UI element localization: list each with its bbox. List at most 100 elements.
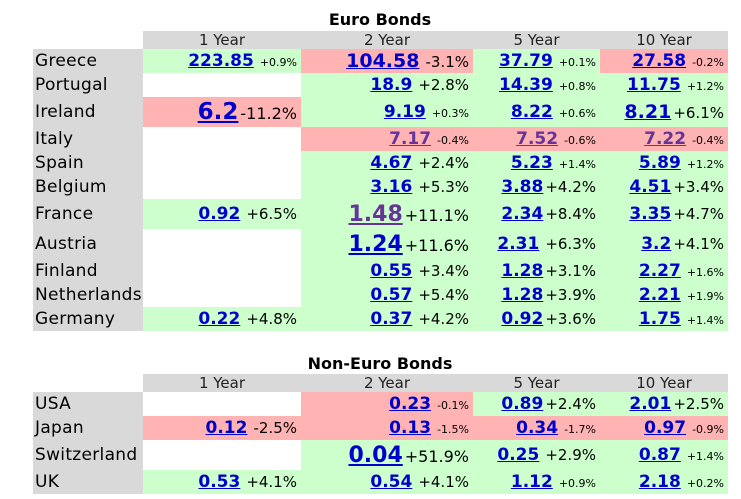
country-label: Netherlands <box>33 283 143 307</box>
yield-cell: 1.48 +11.1% <box>301 199 473 229</box>
yield-link[interactable]: 0.04 <box>348 442 403 468</box>
yield-link[interactable]: 5.89 <box>638 153 681 173</box>
yield-cell: 0.34 -1.7% <box>473 416 600 440</box>
yield-cell-content: 0.22 +4.8% <box>143 309 301 329</box>
yield-link[interactable]: 11.75 <box>627 75 681 95</box>
yield-change: +6.5% <box>246 205 297 223</box>
yield-link[interactable]: 2.34 <box>501 204 544 224</box>
yield-link[interactable]: 3.35 <box>629 204 672 224</box>
yield-cell-content: 0.53 +4.1% <box>143 472 301 492</box>
column-header-10-year: 10 Year <box>600 374 728 392</box>
yield-cell-content: 1.28 +3.1% <box>473 261 600 281</box>
bond-row-ireland: Ireland 6.2 -11.2% 9.19 +0.3% 8.22 +0.6% 8.21 +6… <box>33 97 728 127</box>
yield-link[interactable]: 2.21 <box>638 285 681 305</box>
yield-cell-content: 104.58 -3.1% <box>301 50 473 72</box>
yield-cell-content: 8.22 +0.6% <box>473 102 600 122</box>
yield-cell-content: 0.89 +2.4% <box>473 394 600 414</box>
bond-row-germany: Germany 0.22 +4.8% 0.37 +4.2% 0.92 +3.6% 1.75 +1… <box>33 307 728 331</box>
yield-link[interactable]: 2.31 <box>497 234 540 254</box>
yield-link[interactable]: 8.22 <box>510 102 553 122</box>
yield-change: -11.2% <box>240 104 297 123</box>
yield-cell: 0.25 +2.9% <box>473 440 600 470</box>
yield-cell-content: 0.13 -1.5% <box>301 418 473 438</box>
yield-link[interactable]: 1.28 <box>501 285 544 305</box>
yield-link[interactable]: 0.34 <box>516 418 559 438</box>
yield-link[interactable]: 14.39 <box>499 75 553 95</box>
column-header-2-year: 2 Year <box>301 31 473 49</box>
yield-link[interactable]: 104.58 <box>346 50 420 72</box>
yield-link[interactable]: 0.13 <box>389 418 432 438</box>
yield-change: +0.8% <box>558 80 596 93</box>
yield-cell-content: 1.28 +3.9% <box>473 285 600 305</box>
yield-link[interactable]: 0.53 <box>198 472 241 492</box>
yield-link[interactable]: 3.88 <box>501 177 544 197</box>
yield-link[interactable]: 0.12 <box>205 418 248 438</box>
yield-link[interactable]: 0.92 <box>198 204 241 224</box>
yield-link[interactable]: 0.54 <box>370 472 413 492</box>
yield-link[interactable]: 9.19 <box>383 102 426 122</box>
yield-link[interactable]: 18.9 <box>370 75 413 95</box>
yield-cell: 1.28 +3.1% <box>473 259 600 283</box>
yield-cell: 5.89 +1.2% <box>600 151 728 175</box>
empty-cell <box>143 127 301 151</box>
yield-link[interactable]: 0.97 <box>644 418 687 438</box>
yield-link[interactable]: 0.57 <box>370 285 413 305</box>
yield-link[interactable]: 1.28 <box>501 261 544 281</box>
yield-link[interactable]: 4.67 <box>370 153 413 173</box>
yield-link[interactable]: 2.18 <box>638 472 681 492</box>
yield-link[interactable]: 1.48 <box>348 201 403 227</box>
yield-link[interactable]: 27.58 <box>632 51 687 71</box>
yield-change: +2.4% <box>418 154 469 172</box>
yield-change: -0.2% <box>692 56 724 69</box>
yield-cell: 9.19 +0.3% <box>301 97 473 127</box>
bond-row-usa: USA 0.23 -0.1% 0.89 +2.4% 2.01 +2.5% <box>33 392 728 416</box>
yield-cell-content: 3.2 +4.1% <box>600 234 728 254</box>
yield-link[interactable]: 7.52 <box>516 129 559 149</box>
yield-link[interactable]: 3.2 <box>641 234 672 254</box>
yield-link[interactable]: 223.85 <box>188 51 254 71</box>
yield-link[interactable]: 7.17 <box>389 129 432 149</box>
yield-link[interactable]: 3.16 <box>370 177 413 197</box>
yield-link[interactable]: 0.22 <box>198 309 241 329</box>
yield-link[interactable]: 0.89 <box>501 394 544 414</box>
yield-cell: 0.37 +4.2% <box>301 307 473 331</box>
yield-cell: 11.75 +1.2% <box>600 73 728 97</box>
yield-change: +6.1% <box>673 104 724 122</box>
yield-cell: 0.53 +4.1% <box>143 470 301 494</box>
yield-cell-content: 1.24 +11.6% <box>301 232 473 257</box>
yield-link[interactable]: 6.2 <box>197 99 239 125</box>
bond-row-uk: UK 0.53 +4.1% 0.54 +4.1% 1.12 +0.9% 2.18 +0.2% <box>33 470 728 494</box>
yield-change: +0.2% <box>686 477 724 490</box>
yield-link[interactable]: 0.23 <box>389 394 432 414</box>
yield-cell-content: 6.2 -11.2% <box>143 99 301 125</box>
yield-change: +4.1% <box>246 473 297 491</box>
yield-link[interactable]: 1.12 <box>510 472 553 492</box>
header-spacer <box>33 374 143 392</box>
yield-link[interactable]: 0.55 <box>370 261 413 281</box>
yield-link[interactable]: 2.01 <box>629 394 672 414</box>
yield-link[interactable]: 0.92 <box>501 309 544 329</box>
yield-change: +1.2% <box>686 158 724 171</box>
yield-cell: 8.22 +0.6% <box>473 97 600 127</box>
yield-cell-content: 37.79 +0.1% <box>473 51 600 71</box>
yield-link[interactable]: 2.27 <box>638 261 681 281</box>
yield-link[interactable]: 37.79 <box>499 51 553 71</box>
yield-cell-content: 0.92 +3.6% <box>473 309 600 329</box>
non-euro-bonds-title: Non-Euro Bonds <box>307 354 453 373</box>
yield-link[interactable]: 8.21 <box>624 101 672 123</box>
yield-link[interactable]: 7.22 <box>644 129 687 149</box>
yield-change: +3.1% <box>545 262 596 280</box>
yield-link[interactable]: 5.23 <box>510 153 553 173</box>
yield-link[interactable]: 0.25 <box>497 445 540 465</box>
yield-link[interactable]: 1.75 <box>638 309 681 329</box>
yield-link[interactable]: 0.87 <box>638 445 681 465</box>
yield-cell-content: 223.85 +0.9% <box>143 51 301 71</box>
yield-link[interactable]: 4.51 <box>629 177 672 197</box>
yield-cell: 0.92 +6.5% <box>143 199 301 229</box>
yield-link[interactable]: 0.37 <box>370 309 413 329</box>
yield-cell: 0.92 +3.6% <box>473 307 600 331</box>
country-label: UK <box>33 470 143 494</box>
yield-cell-content: 0.12 -2.5% <box>143 418 301 438</box>
yield-link[interactable]: 1.24 <box>348 231 403 257</box>
yield-change: +3.6% <box>545 310 596 328</box>
